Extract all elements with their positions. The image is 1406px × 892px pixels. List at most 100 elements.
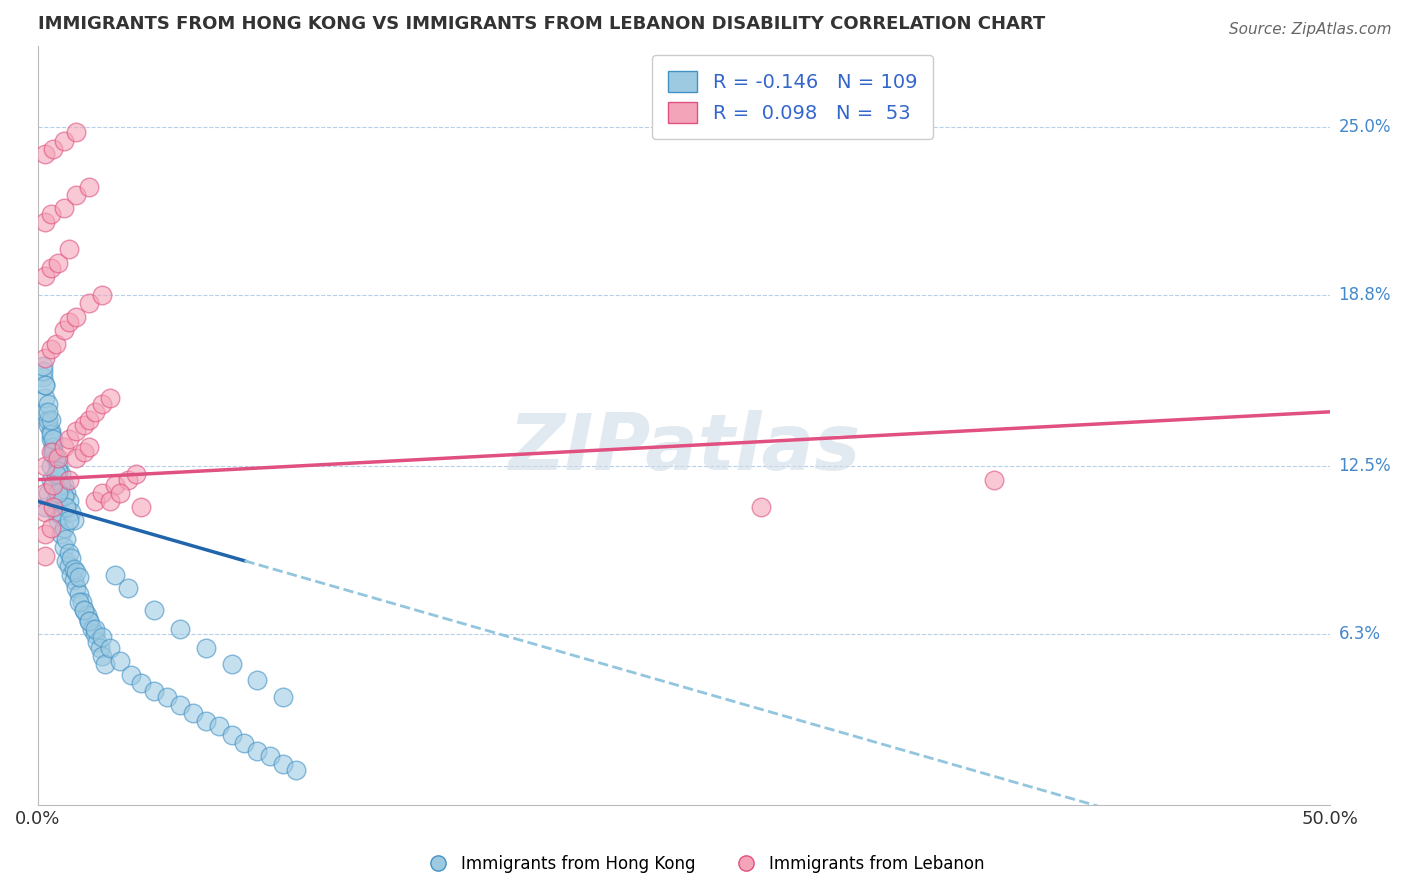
Text: ZIPatlas: ZIPatlas — [508, 410, 860, 486]
Point — [52, 323, 75, 337]
Point — [45, 450, 67, 465]
Point — [129, 676, 152, 690]
Point — [37, 418, 59, 433]
Point — [52, 541, 75, 555]
Point — [67, 595, 90, 609]
Point — [259, 749, 281, 764]
Point — [79, 440, 101, 454]
Point — [58, 546, 80, 560]
Point — [246, 744, 269, 758]
Point — [49, 467, 72, 482]
Point — [45, 337, 67, 351]
Point — [63, 562, 86, 576]
Point — [83, 622, 105, 636]
Point — [98, 494, 121, 508]
Point — [45, 450, 67, 465]
Point — [94, 657, 117, 671]
Point — [98, 391, 121, 405]
Point — [117, 473, 139, 487]
Point — [58, 559, 80, 574]
Point — [58, 494, 80, 508]
Point — [49, 508, 72, 522]
Point — [60, 505, 83, 519]
Point — [73, 603, 96, 617]
Point — [65, 581, 87, 595]
Point — [34, 215, 56, 229]
Point — [34, 486, 56, 500]
Point — [76, 608, 98, 623]
Point — [79, 614, 101, 628]
Point — [34, 377, 56, 392]
Point — [45, 505, 67, 519]
Point — [67, 586, 90, 600]
Point — [31, 364, 53, 378]
Point — [39, 432, 62, 446]
Point — [156, 690, 179, 704]
Point — [58, 513, 80, 527]
Point — [246, 673, 269, 688]
Text: 25.0%: 25.0% — [1339, 118, 1391, 136]
Point — [48, 494, 70, 508]
Point — [34, 458, 56, 473]
Point — [34, 526, 56, 541]
Point — [52, 202, 75, 216]
Point — [48, 450, 70, 465]
Point — [80, 622, 103, 636]
Point — [110, 654, 132, 668]
Point — [42, 478, 65, 492]
Point — [48, 255, 70, 269]
Point — [58, 242, 80, 256]
Point — [55, 554, 77, 568]
Point — [34, 500, 56, 514]
Point — [58, 315, 80, 329]
Point — [221, 728, 243, 742]
Point — [37, 486, 59, 500]
Point — [91, 630, 114, 644]
Point — [39, 424, 62, 438]
Point — [91, 397, 114, 411]
Point — [39, 261, 62, 276]
Point — [91, 486, 114, 500]
Point — [169, 622, 191, 636]
Point — [39, 521, 62, 535]
Point — [34, 269, 56, 284]
Point — [271, 690, 294, 704]
Point — [221, 657, 243, 671]
Point — [65, 450, 87, 465]
Point — [31, 359, 53, 373]
Point — [49, 478, 72, 492]
Point — [49, 526, 72, 541]
Point — [91, 288, 114, 302]
Point — [55, 486, 77, 500]
Point — [37, 413, 59, 427]
Point — [65, 424, 87, 438]
Point — [60, 551, 83, 566]
Point — [65, 187, 87, 202]
Point — [45, 491, 67, 506]
Point — [39, 426, 62, 441]
Point — [79, 179, 101, 194]
Point — [104, 567, 127, 582]
Text: 6.3%: 6.3% — [1339, 625, 1381, 643]
Point — [104, 478, 127, 492]
Point — [42, 142, 65, 156]
Text: IMMIGRANTS FROM HONG KONG VS IMMIGRANTS FROM LEBANON DISABILITY CORRELATION CHAR: IMMIGRANTS FROM HONG KONG VS IMMIGRANTS … — [38, 15, 1045, 33]
Point — [271, 757, 294, 772]
Point — [55, 500, 77, 514]
Point — [55, 533, 77, 547]
Point — [86, 635, 108, 649]
Point — [983, 473, 1005, 487]
Point — [52, 440, 75, 454]
Point — [129, 500, 152, 514]
Point — [125, 467, 148, 482]
Point — [194, 714, 217, 728]
Legend: R = -0.146   N = 109, R =  0.098   N =  53: R = -0.146 N = 109, R = 0.098 N = 53 — [652, 55, 932, 138]
Point — [42, 440, 65, 454]
Point — [42, 478, 65, 492]
Point — [42, 445, 65, 459]
Point — [65, 310, 87, 324]
Point — [65, 565, 87, 579]
Point — [34, 549, 56, 563]
Point — [110, 486, 132, 500]
Point — [83, 405, 105, 419]
